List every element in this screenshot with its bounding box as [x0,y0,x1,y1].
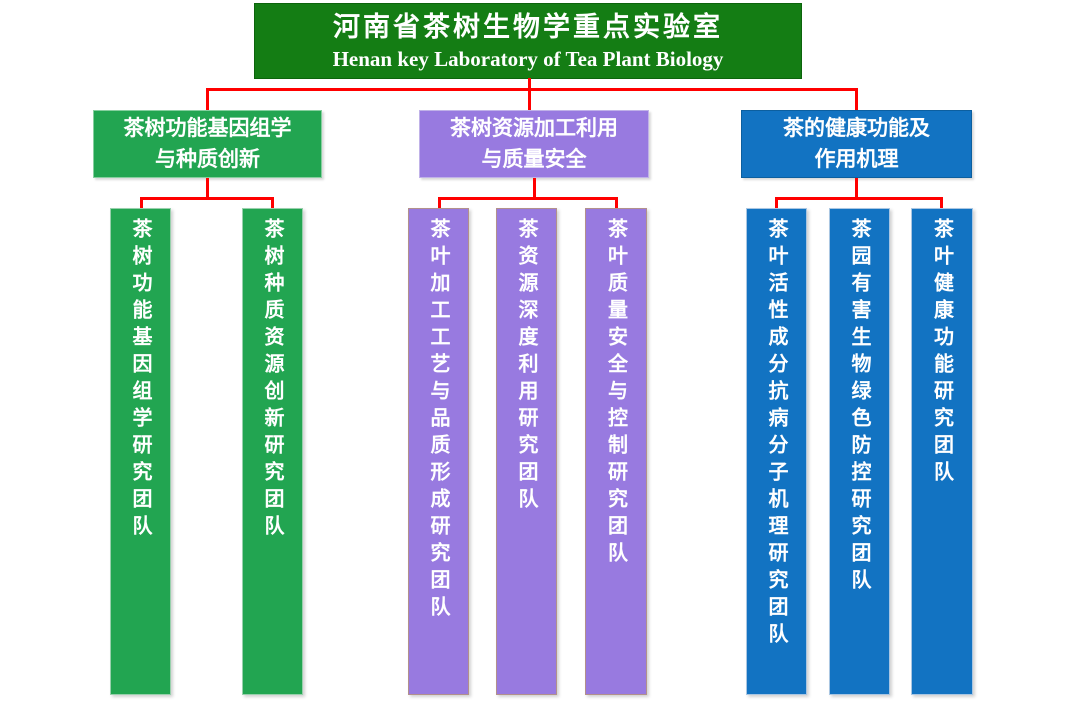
team-box-processing-craft-quality: 茶叶加工工艺与品质形成研究团队 [408,208,469,695]
branch-box-processing-quality: 茶树资源加工利用 与质量安全 [419,110,649,178]
connector-genomics-stem [206,178,209,198]
connector-health-stem [855,178,858,198]
connector-health-drop-3 [940,197,943,208]
connector-top-bracket [206,88,858,91]
branch-box-health-function: 茶的健康功能及 作用机理 [741,110,972,178]
team-label: 茶叶活性成分抗病分子机理研究团队 [765,218,787,650]
connector-processing-bracket [438,197,618,200]
connector-drop-branch-1 [206,88,209,110]
team-box-quality-safety-control: 茶叶质量安全与控制研究团队 [585,208,647,695]
team-label: 茶资源深度利用研究团队 [515,218,537,515]
root-box-lab-title: 河南省茶树生物学重点实验室 Henan key Laboratory of Te… [254,3,802,79]
team-box-health-function-research: 茶叶健康功能研究团队 [911,208,973,695]
team-label: 茶叶加工工艺与品质形成研究团队 [427,218,449,623]
team-label: 茶叶健康功能研究团队 [930,218,953,488]
connector-drop-branch-3 [855,88,858,110]
team-box-germplasm-innovation: 茶树种质资源创新研究团队 [242,208,303,695]
team-label: 茶叶质量安全与控制研究团队 [604,218,627,569]
team-box-active-components-mechanism: 茶叶活性成分抗病分子机理研究团队 [746,208,807,695]
connector-health-drop-1 [775,197,778,208]
team-label: 茶园有害生物绿色防控研究团队 [848,218,870,596]
team-label: 茶树功能基因组学研究团队 [129,218,151,542]
connector-root-stem [528,78,531,110]
lab-title-zh: 河南省茶树生物学重点实验室 [333,12,723,42]
connector-processing-stem [533,178,536,198]
connector-health-bracket [775,197,943,200]
connector-genomics-drop-1 [140,197,143,208]
branch-box-genomics: 茶树功能基因组学 与种质创新 [93,110,322,178]
team-label: 茶树种质资源创新研究团队 [261,218,283,542]
team-box-pest-green-control: 茶园有害生物绿色防控研究团队 [829,208,890,695]
connector-genomics-bracket [140,197,274,200]
team-box-functional-genomics: 茶树功能基因组学研究团队 [110,208,171,695]
connector-genomics-drop-2 [271,197,274,208]
connector-processing-drop-1 [438,197,441,208]
connector-processing-drop-3 [615,197,618,208]
lab-title-en: Henan key Laboratory of Tea Plant Biolog… [332,47,724,71]
team-box-resource-deep-utilization: 茶资源深度利用研究团队 [496,208,557,695]
